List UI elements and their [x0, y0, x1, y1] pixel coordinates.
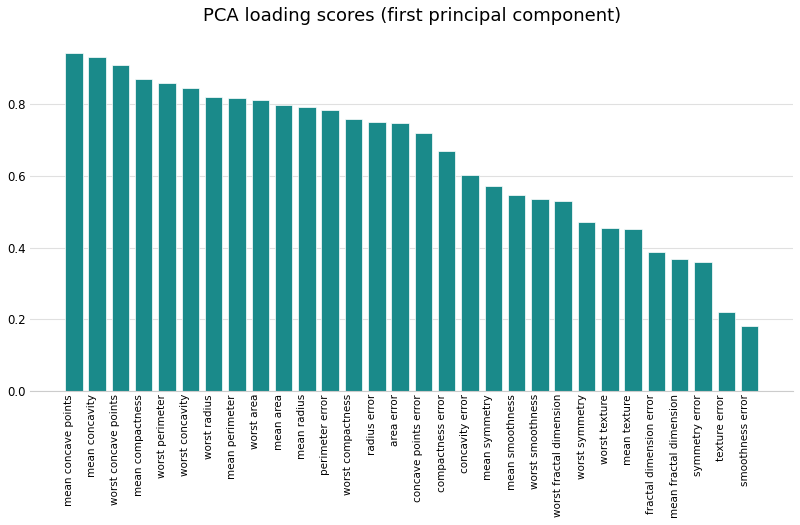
Bar — [438, 151, 455, 391]
Bar — [741, 326, 758, 391]
Bar — [601, 228, 618, 391]
Bar — [485, 186, 502, 391]
Bar — [112, 65, 129, 391]
Bar — [508, 195, 526, 391]
Bar — [531, 200, 549, 391]
Bar — [65, 53, 82, 391]
Bar — [391, 123, 409, 391]
Bar — [624, 229, 642, 391]
Bar — [462, 175, 478, 391]
Bar — [694, 262, 712, 391]
Bar — [275, 104, 292, 391]
Bar — [554, 201, 572, 391]
Bar — [718, 312, 735, 391]
Bar — [182, 88, 199, 391]
Bar — [322, 110, 339, 391]
Bar — [414, 133, 432, 391]
Title: PCA loading scores (first principal component): PCA loading scores (first principal comp… — [202, 7, 621, 25]
Bar — [251, 100, 269, 391]
Bar — [298, 108, 316, 391]
Bar — [205, 98, 222, 391]
Bar — [368, 121, 386, 391]
Bar — [671, 259, 689, 391]
Bar — [158, 83, 176, 391]
Bar — [345, 119, 362, 391]
Bar — [578, 222, 595, 391]
Bar — [648, 252, 665, 391]
Bar — [228, 98, 246, 391]
Bar — [88, 57, 106, 391]
Bar — [135, 79, 153, 391]
